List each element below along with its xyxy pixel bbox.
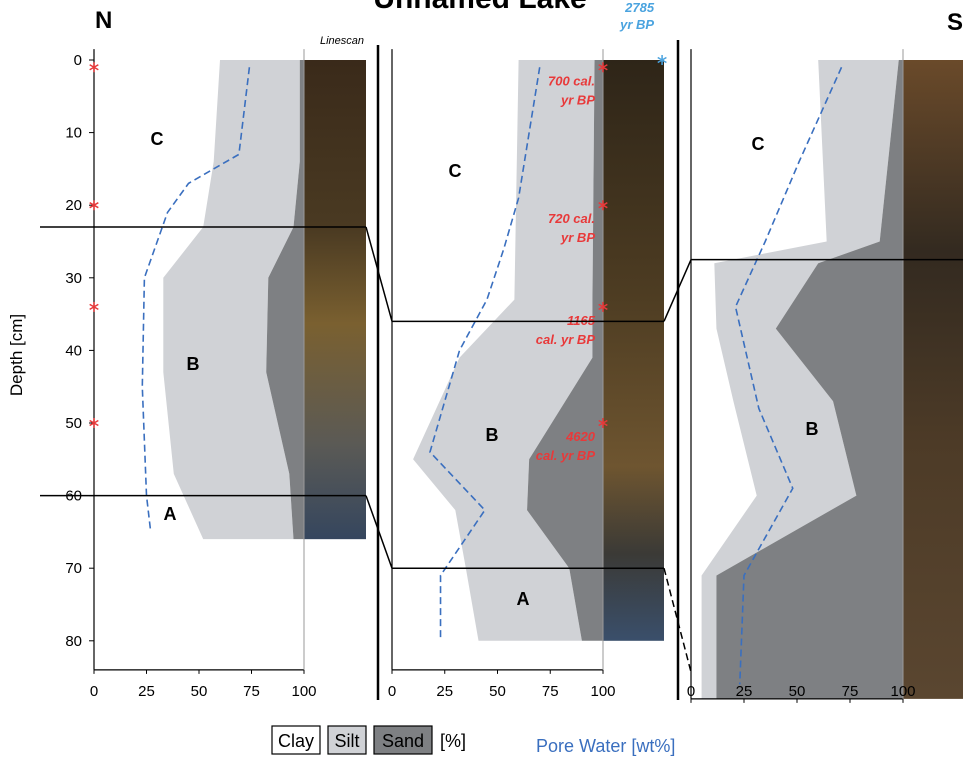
date-label: yr BP [619,17,654,32]
y-tick-label: 20 [65,197,82,214]
legend-label: Silt [334,731,359,751]
linescan-label: Linescan [320,35,364,47]
y-tick-label: 50 [65,415,82,432]
x-tick-label: 50 [489,683,506,700]
legend-label: Sand [382,731,424,751]
legend-label: Pore Water [wt%] [536,736,675,756]
date-label: 700 cal. [548,73,595,88]
y-tick-label: 0 [74,52,82,69]
legend-unit: [%] [440,731,466,751]
x-tick-label: 100 [590,683,615,700]
date-label: yr BP [560,230,595,245]
y-tick-label: 40 [65,342,82,359]
date-label: cal. yr BP [536,448,596,463]
y-tick-label: 80 [65,633,82,650]
x-tick-label: 25 [436,683,453,700]
legend: Clay Silt Sand [%] Pore Water [wt%] [272,726,675,756]
x-tick-label: 50 [789,683,806,700]
x-tick-label: 0 [90,683,98,700]
x-tick-label: 0 [388,683,396,700]
date-label: cal. yr BP [536,332,596,347]
legend-label: Clay [278,731,314,751]
x-tick-label: 25 [736,683,753,700]
date-label: yr BP [560,92,595,107]
x-tick-label: 75 [842,683,859,700]
unit-label: A [164,504,177,524]
date-label: 2785 [624,0,655,15]
x-tick-label: 100 [291,683,316,700]
panel-label: S [947,9,963,36]
y-tick-label: 30 [65,270,82,287]
unit-label: B [187,354,200,374]
date-label: 720 cal. [548,211,595,226]
x-tick-label: 75 [542,683,559,700]
x-tick-label: 0 [687,683,695,700]
y-axis-label: Depth [cm] [7,314,26,396]
x-tick-label: 75 [243,683,260,700]
linescan-image [903,60,963,699]
x-tick-label: 50 [191,683,208,700]
y-tick-label: 10 [65,125,82,142]
x-tick-label: 25 [138,683,155,700]
linescan-image [304,60,366,539]
unit-label: C [151,129,164,149]
date-label: 1165 [567,313,596,328]
x-tick-label: 100 [890,683,915,700]
panel-label: N [95,7,112,34]
unit-label: C [449,161,462,181]
linescan-image [603,60,664,641]
unit-label: C [752,134,765,154]
chart: Unnamed Lake Depth [cm] Clay Silt Sand [%] P… [0,0,969,757]
unit-label: A [517,589,530,609]
date-label: 4620 [565,429,596,444]
chart-title: Unnamed Lake [373,0,586,15]
y-tick-label: 70 [65,560,82,577]
unit-label: B [806,419,819,439]
unit-label: B [486,425,499,445]
